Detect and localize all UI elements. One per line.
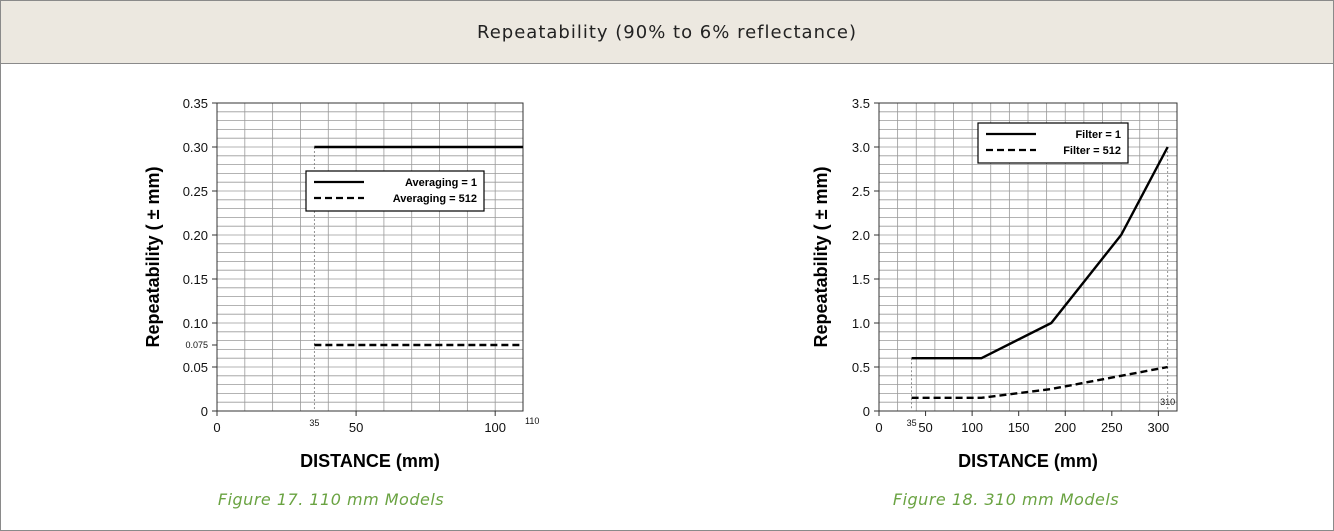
x-tick-label: 300 [1148, 420, 1170, 435]
x-tick-label: 100 [484, 420, 506, 435]
x-tick-label: 50 [918, 420, 932, 435]
y-tick-label: 0 [863, 404, 870, 419]
x-tick-label: 250 [1101, 420, 1123, 435]
y-tick-label: 0.15 [183, 272, 208, 287]
y-tick-label: 2.0 [852, 228, 870, 243]
legend-box [977, 122, 1129, 164]
chart-310mm-svg: 0 0.5 1.0 1.5 2.0 2.5 3.0 3.5 0 50 100 150 200 250 300… [811, 96, 1178, 471]
x-tick-label: 200 [1054, 420, 1076, 435]
y-axis-label: Repeatability ( ± mm) [811, 167, 831, 348]
chart-310mm: 0 0.5 1.0 1.5 2.0 2.5 3.0 3.5 0 50 100 150 200 250 300… [801, 89, 1191, 484]
y-tick-label: 0.25 [183, 184, 208, 199]
x-tick-label: 0 [213, 420, 220, 435]
y-tick-label: 2.5 [852, 184, 870, 199]
x-special-tick-label: 310 [1160, 397, 1175, 407]
y-tick-label: 3.0 [852, 140, 870, 155]
y-tick-label: 1.5 [852, 272, 870, 287]
series-line-1 [911, 146, 1169, 360]
x-tick-label: 0 [875, 420, 882, 435]
section-header: Repeatability (90% to 6% reflectance) [1, 1, 1333, 64]
series-line-2 [911, 365, 1168, 399]
chart-110mm-svg: 0 0.05 0.10 0.15 0.20 0.25 0.30 0.35 0.075 0 50 100… [143, 96, 539, 471]
x-axis-label: DISTANCE (mm) [958, 451, 1098, 471]
legend-box [305, 170, 485, 212]
y-tick-label: 0.20 [183, 228, 208, 243]
y-tick-label: 0 [201, 404, 208, 419]
chart-110mm: 0 0.05 0.10 0.15 0.20 0.25 0.30 0.35 0.075 0 50 100… [131, 89, 551, 484]
legend-label: Averaging = 512 [393, 193, 477, 205]
y-tick-label: 1.0 [852, 316, 870, 331]
figure-18-caption: Figure 18. 310 mm Models [892, 490, 1120, 509]
plot-frame [878, 102, 1178, 412]
x-tick-label: 150 [1008, 420, 1030, 435]
y-special-tick-label: 0.075 [185, 340, 208, 350]
figure-17-caption: Figure 17. 110 mm Models [217, 490, 445, 509]
x-special-tick-label: 35 [309, 418, 319, 428]
x-tick-label: 100 [961, 420, 983, 435]
legend-label: Filter = 1 [1075, 129, 1121, 141]
y-axis-label: Repeatability ( ± mm) [143, 167, 163, 348]
y-tick-label: 0.05 [183, 360, 208, 375]
plot-frame [216, 102, 524, 412]
y-tick-label: 0.5 [852, 360, 870, 375]
y-tick-label: 3.5 [852, 96, 870, 111]
y-tick-label: 0.30 [183, 140, 208, 155]
legend-label: Filter = 512 [1063, 145, 1121, 157]
legend-label: Averaging = 1 [405, 177, 477, 189]
x-tick-label: 50 [349, 420, 363, 435]
x-axis-label: DISTANCE (mm) [300, 451, 440, 471]
x-special-tick-label: 110 [525, 416, 539, 426]
y-tick-label: 0.35 [183, 96, 208, 111]
x-special-tick-label: 35 [907, 418, 917, 428]
y-tick-label: 0.10 [183, 316, 208, 331]
